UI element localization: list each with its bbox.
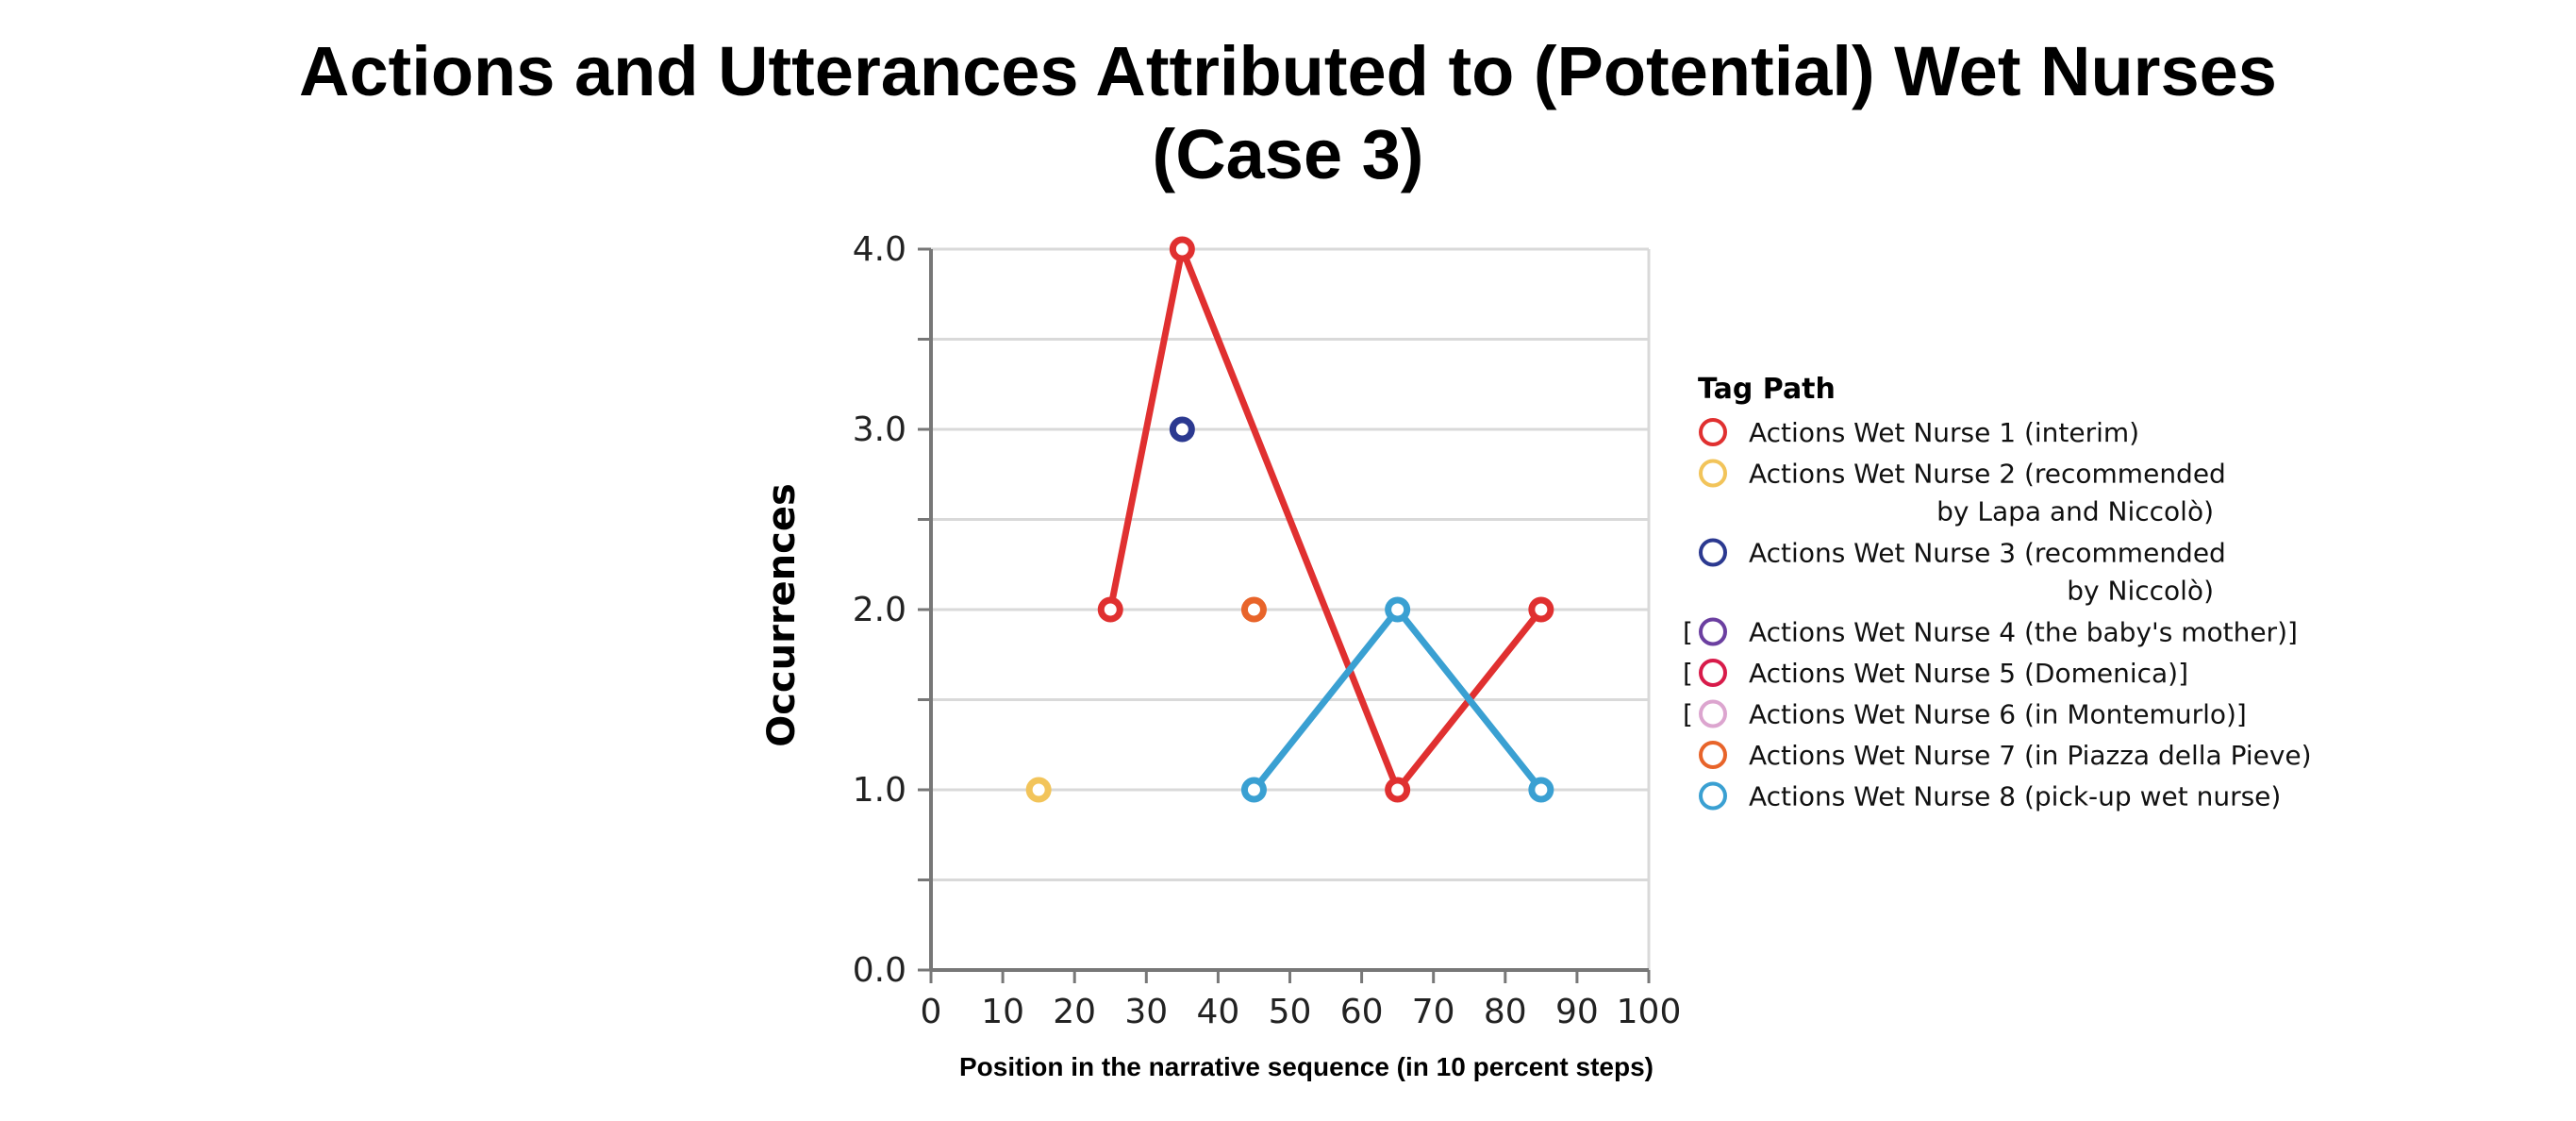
y-tick-label: 0.0 [853, 951, 906, 990]
chart-title: Actions and Utterances Attributed to (Po… [0, 30, 2576, 196]
x-tick-label: 20 [1053, 993, 1096, 1031]
x-tick-label: 10 [981, 993, 1024, 1031]
x-tick-label: 30 [1124, 993, 1168, 1031]
legend-label-7: Actions Wet Nurse 7 (in Piazza della Pie… [1749, 740, 2312, 771]
data-point-series-8 [1528, 777, 1554, 803]
legend-label-5: Actions Wet Nurse 5 (Domenica)] [1749, 658, 2188, 689]
legend-label-3-cont: by Niccolò) [2067, 576, 2214, 607]
legend-label-6: Actions Wet Nurse 6 (in Montemurlo)] [1749, 699, 2247, 730]
legend-marker-1 [1699, 418, 1727, 446]
x-tick-label: 60 [1340, 993, 1384, 1031]
data-point-series-3 [1169, 416, 1195, 443]
x-tick-label: 80 [1484, 993, 1527, 1031]
series-points [1025, 236, 1554, 803]
x-axis-title: Position in the narrative sequence (in 1… [959, 1052, 1654, 1081]
x-tick-label: 0 [921, 993, 942, 1031]
legend-marker-4 [1699, 617, 1727, 646]
legend-label-3: Actions Wet Nurse 3 (recommended [1749, 538, 2226, 569]
legend-marker-7 [1699, 741, 1727, 769]
chart-title-line-2: (Case 3) [1152, 115, 1424, 193]
data-point-series-2 [1025, 777, 1052, 803]
legend-marker-3 [1699, 538, 1727, 567]
legend-label-4: Actions Wet Nurse 4 (the baby's mother)] [1749, 617, 2298, 648]
legend-label-2: Actions Wet Nurse 2 (recommended [1749, 459, 2226, 490]
x-tick-label: 90 [1555, 993, 1599, 1031]
data-point-series-8 [1385, 596, 1411, 623]
x-tick-label: 100 [1617, 993, 1682, 1031]
gridlines [931, 247, 1651, 972]
legend-bracket: [ [1683, 617, 1693, 648]
axes: 0.0 1.0 2.0 3.0 4.0 0 10 20 30 40 50 60 70 80 90 100 [853, 230, 1682, 1031]
y-tick-label: 4.0 [853, 230, 906, 269]
legend-marker-5 [1699, 659, 1727, 687]
data-point-series-1 [1385, 777, 1411, 803]
y-tick-label: 3.0 [853, 410, 906, 449]
legend-marker-6 [1699, 699, 1727, 728]
x-tick-label: 40 [1196, 993, 1239, 1031]
data-point-series-1 [1528, 596, 1554, 623]
legend-label-2-cont: by Lapa and Niccolò) [1936, 496, 2214, 527]
legend-label-1: Actions Wet Nurse 1 (interim) [1749, 417, 2139, 448]
legend-label-8: Actions Wet Nurse 8 (pick-up wet nurse) [1749, 781, 2281, 812]
legend-marker-2 [1699, 459, 1727, 488]
y-axis-title: Occurrences [760, 483, 804, 747]
legend-bracket: [ [1683, 699, 1693, 730]
legend-title: Tag Path [1698, 373, 1836, 406]
data-point-series-1 [1097, 596, 1123, 623]
legend-bracket: [ [1683, 658, 1693, 689]
x-tick-label: 50 [1269, 993, 1312, 1031]
x-tick-label: 70 [1412, 993, 1455, 1031]
legend-marker-8 [1699, 781, 1727, 811]
y-tick-label: 1.0 [853, 771, 906, 810]
y-tick-label: 2.0 [853, 591, 906, 629]
data-point-series-7 [1240, 596, 1267, 623]
chart-title-line-1: Actions and Utterances Attributed to (Po… [299, 32, 2277, 110]
legend: Tag Path Actions Wet Nurse 1 (interim) Ac… [1683, 373, 2312, 812]
data-point-series-1 [1169, 236, 1195, 262]
data-point-series-8 [1240, 777, 1267, 803]
